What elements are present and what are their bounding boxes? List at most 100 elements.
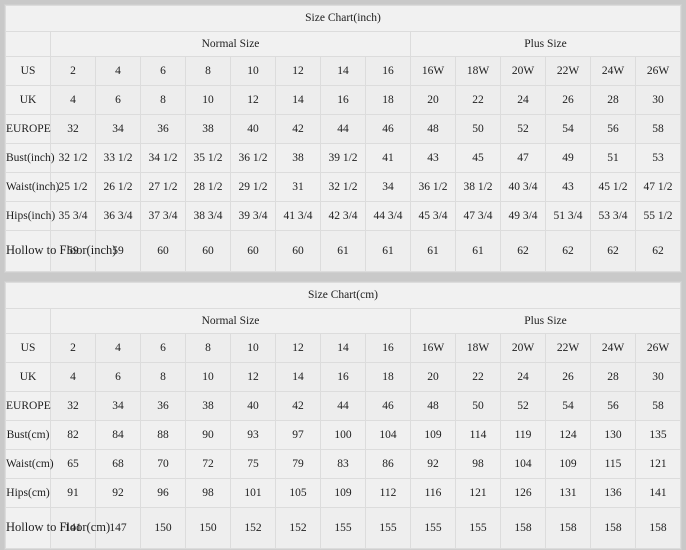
table-cell: 24 — [500, 85, 546, 115]
row-label-europe: EUROPE — [5, 391, 51, 421]
size-chart-inch-table: Size Chart(inch) Normal Size Plus Size US 2… — [5, 5, 681, 272]
table-cell: 29 1/2 — [230, 172, 276, 202]
table-cell: 48 — [410, 391, 456, 421]
table-row: UK 4 6 8 10 12 14 16 18 20 22 24 26 28 30 — [5, 362, 681, 392]
table-cell: 20 — [410, 362, 456, 392]
table-cell: 119 — [500, 420, 546, 450]
table-cell: 109 — [320, 478, 366, 508]
table-cell: 26W — [635, 333, 681, 363]
table-cell: 82 — [50, 420, 96, 450]
table-cell: 36 — [140, 114, 186, 144]
table-cell: 155 — [410, 507, 456, 549]
table-cell: 141 — [635, 478, 681, 508]
table-cell: 32 — [50, 114, 96, 144]
table-cell: 59 — [95, 230, 141, 272]
table-cell: 38 — [275, 143, 321, 173]
table-cell: 54 — [545, 391, 591, 421]
table-row: Bust(inch) 32 1/2 33 1/2 34 1/2 35 1/2 36 1/2… — [5, 143, 681, 173]
row-label-us: US — [5, 333, 51, 363]
table-cell: 18W — [455, 56, 501, 86]
table-cell: 45 1/2 — [590, 172, 636, 202]
table-cell: 109 — [410, 420, 456, 450]
table-cell: 62 — [590, 230, 636, 272]
table-cell: 44 3/4 — [365, 201, 411, 231]
table-cell: 30 — [635, 85, 681, 115]
table-cell: 55 1/2 — [635, 201, 681, 231]
table-cell: 62 — [635, 230, 681, 272]
table-cell: 105 — [275, 478, 321, 508]
table-cell: 20W — [500, 56, 546, 86]
table-cell: 150 — [140, 507, 186, 549]
table-cell: 158 — [545, 507, 591, 549]
table-cell: 79 — [275, 449, 321, 479]
table-cell: 65 — [50, 449, 96, 479]
table-row: UK 4 6 8 10 12 14 16 18 20 22 24 26 28 30 — [5, 85, 681, 115]
table-cell: 27 1/2 — [140, 172, 186, 202]
table-cell: 124 — [545, 420, 591, 450]
group-header-corner — [5, 308, 51, 334]
table-cell: 84 — [95, 420, 141, 450]
table-cell: 36 1/2 — [230, 143, 276, 173]
table-cell: 61 — [320, 230, 366, 272]
table-cell: 4 — [95, 56, 141, 86]
table-cell: 58 — [635, 114, 681, 144]
row-label-waistcm: Waist(cm) — [5, 449, 54, 479]
table-cell: 135 — [635, 420, 681, 450]
table-cell: 152 — [275, 507, 321, 549]
table-cell: 60 — [275, 230, 321, 272]
table-cell: 28 — [590, 362, 636, 392]
table-cell: 75 — [230, 449, 276, 479]
table-cell: 36 — [140, 391, 186, 421]
table-cell: 51 3/4 — [545, 201, 591, 231]
table-cell: 22 — [455, 85, 501, 115]
table-cell: 88 — [140, 420, 186, 450]
table-cell: 33 1/2 — [95, 143, 141, 173]
table-cell: 8 — [185, 333, 231, 363]
table-cell: 16W — [410, 333, 456, 363]
row-label-bustinch: Bust(inch) — [5, 143, 55, 173]
table-cell: 61 — [365, 230, 411, 272]
table-cell: 12 — [275, 56, 321, 86]
table-cell: 43 — [410, 143, 456, 173]
group-header-normal-size: Normal Size — [50, 308, 411, 334]
table-cell: 116 — [410, 478, 456, 508]
table-row: Bust(cm) 82 84 88 90 93 97 100 104 109 114 119 124 13… — [5, 420, 681, 450]
table-cell: 14 — [320, 333, 366, 363]
table-cell: 24W — [590, 333, 636, 363]
table-cell: 98 — [455, 449, 501, 479]
table-cell: 40 — [230, 391, 276, 421]
table-cell: 54 — [545, 114, 591, 144]
table-cell: 32 1/2 — [50, 143, 96, 173]
table-row: Hips(cm) 91 92 96 98 101 105 109 112 116 121 126 131… — [5, 478, 681, 508]
table-cell: 4 — [50, 362, 96, 392]
table-cell: 10 — [185, 85, 231, 115]
chart-title-inch: Size Chart(inch) — [5, 5, 681, 32]
table-cell: 10 — [230, 333, 276, 363]
table-cell: 155 — [365, 507, 411, 549]
table-cell: 32 — [50, 391, 96, 421]
row-label-waistinch: Waist(inch) — [5, 172, 59, 202]
table-cell: 104 — [365, 420, 411, 450]
table-cell: 34 — [365, 172, 411, 202]
row-label-bustcm: Bust(cm) — [5, 420, 51, 450]
table-cell: 44 — [320, 114, 366, 144]
table-row: EUROPE 32 34 36 38 40 42 44 46 48 50 52 54 56 58 — [5, 114, 681, 144]
table-cell: 131 — [545, 478, 591, 508]
table-cell: 10 — [230, 56, 276, 86]
table-row: Waist(inch) 25 1/2 26 1/2 27 1/2 28 1/2 29 1/… — [5, 172, 681, 202]
table-cell: 83 — [320, 449, 366, 479]
table-cell: 38 — [185, 114, 231, 144]
row-label-hipscm: Hips(cm) — [5, 478, 51, 508]
table-cell: 46 — [365, 391, 411, 421]
table-cell: 58 — [635, 391, 681, 421]
table-cell: 36 1/2 — [410, 172, 456, 202]
table-row: Hollow to Floor(cm)141147150150152152155… — [5, 507, 681, 549]
table-cell: 26 — [545, 85, 591, 115]
table-cell: 32 1/2 — [320, 172, 366, 202]
table-row: EUROPE 32 34 36 38 40 42 44 46 48 50 52 54 56 58 — [5, 391, 681, 421]
table-cell: 61 — [455, 230, 501, 272]
table-cell: 45 — [455, 143, 501, 173]
chart-title-row: Size Chart(cm) — [5, 282, 681, 309]
group-header-row: Normal Size Plus Size — [5, 31, 681, 57]
size-chart-inch-body: Size Chart(inch) Normal Size Plus Size US 2… — [5, 5, 681, 272]
